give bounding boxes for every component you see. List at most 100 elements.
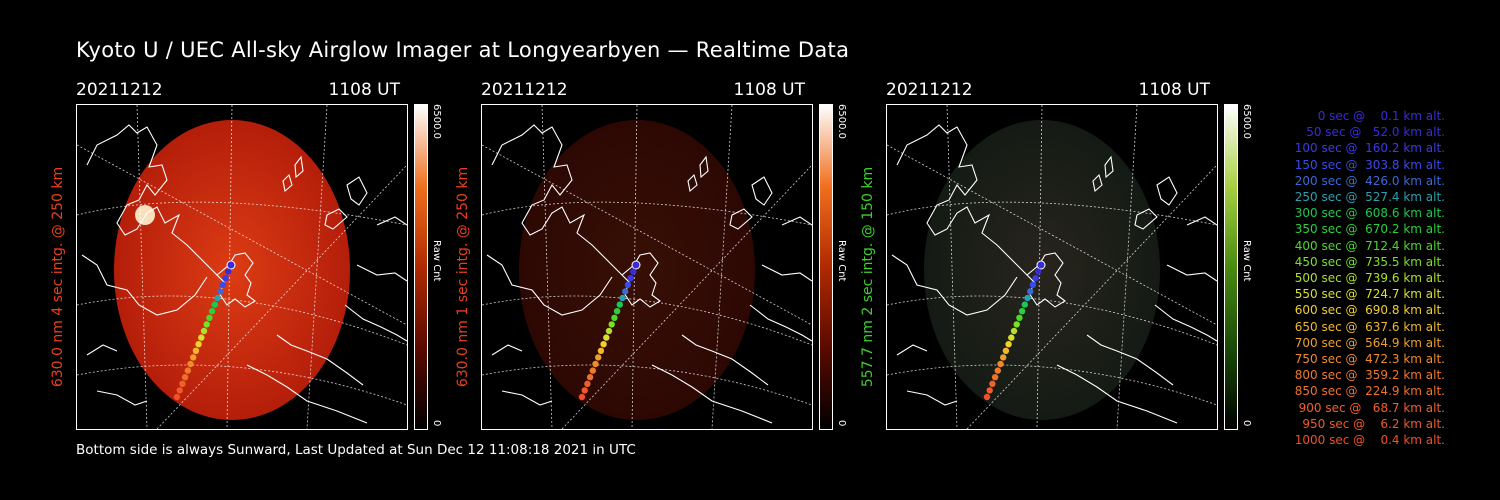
trajectory-point (624, 281, 632, 288)
colorbar-max: 6500.0 (836, 104, 847, 139)
trajectory-point (983, 393, 991, 401)
colorbar (1224, 104, 1238, 430)
legend-row: 0 sec @ 0.1 km alt. (1317, 109, 1445, 123)
legend-row: 100 sec @ 160.2 km alt. (1294, 141, 1445, 156)
panel-date: 20211212 (76, 80, 163, 100)
legend-row: 850 sec @ 224.9 km alt. (1294, 384, 1445, 399)
trajectory-point (198, 334, 205, 341)
footer-note: Bottom side is always Sunward, Last Upda… (76, 442, 636, 458)
panel-557nm-2sec: 20211212 1108 UT 557.7 nm 2 sec intg. @ … (860, 80, 1286, 440)
trajectory-point (1000, 354, 1007, 361)
legend-row: 300 sec @ 608.6 km alt. (1294, 206, 1445, 221)
legend-row: 650 sec @ 637.6 km alt. (1294, 319, 1445, 334)
trajectory-point (997, 360, 1004, 368)
trajectory-point (1002, 347, 1010, 354)
trajectory-point (1036, 260, 1046, 270)
trajectory-point (214, 294, 221, 302)
coastlines (891, 124, 1217, 424)
aurora-spot (135, 205, 155, 225)
coordinate-grid (77, 105, 407, 429)
trajectory-point (200, 327, 208, 335)
trajectory-point (1032, 275, 1039, 282)
trajectory-point (1016, 314, 1023, 321)
trajectory-point (613, 308, 621, 315)
trajectory-point (219, 281, 227, 288)
panel-630nm-4sec: 20211212 1108 UT 630.0 nm 4 sec intg. @ … (50, 80, 476, 440)
colorbar (414, 104, 428, 430)
legend-row: 50 sec @ 52.0 km alt. (1306, 125, 1445, 140)
legend-row: 900 sec @ 68.7 km alt. (1298, 400, 1445, 415)
trajectory-point (1010, 327, 1018, 335)
coastlines (81, 124, 407, 424)
legend-row: 200 sec @ 426.0 km alt. (1294, 173, 1445, 188)
panel-630nm-1sec: 20211212 1108 UT 630.0 nm 1 sec intg. @ … (455, 80, 881, 440)
legend-row: 400 sec @ 712.4 km alt. (1294, 238, 1445, 253)
trajectory-point (1029, 281, 1037, 288)
coordinate-grid (887, 105, 1217, 429)
colorbar-label: Raw Cnt (836, 240, 847, 282)
legend-row: 1000 sec @ 0.4 km alt. (1294, 433, 1445, 448)
coordinate-grid (482, 105, 812, 429)
trajectory-point (173, 393, 181, 401)
trajectory-point (605, 327, 613, 335)
trajectory-point (619, 294, 626, 302)
trajectory-point (622, 288, 629, 295)
trajectory-point (1024, 294, 1031, 302)
trajectory-point (597, 347, 605, 354)
trajectory-point (1013, 321, 1020, 328)
trajectory (173, 260, 236, 401)
trajectory-point (181, 374, 189, 381)
trajectory-point (1035, 268, 1042, 275)
trajectory-point (226, 260, 236, 270)
colorbar-label: Raw Cnt (431, 240, 442, 282)
trajectory-point (203, 321, 210, 328)
page-title: Kyoto U / UEC All-sky Airglow Imager at … (76, 38, 850, 62)
trajectory-point (989, 380, 996, 387)
trajectory-point (1027, 288, 1034, 295)
trajectory-point (631, 260, 641, 270)
panel-time: 1108 UT (1138, 80, 1211, 100)
allsky-image (481, 104, 813, 430)
legend-row: 450 sec @ 735.5 km alt. (1294, 254, 1445, 269)
trajectory-point (217, 288, 224, 295)
legend-row: 950 sec @ 6.2 km alt. (1302, 416, 1445, 431)
trajectory-point (627, 275, 634, 282)
panel-side-label: 630.0 nm 4 sec intg. @ 250 km (50, 166, 66, 388)
panel-time: 1108 UT (733, 80, 806, 100)
trajectory-point (1021, 301, 1028, 308)
coastlines (486, 124, 812, 424)
trajectory-point (603, 334, 610, 341)
panel-date: 20211212 (481, 80, 568, 100)
trajectory-point (584, 380, 591, 387)
allsky-image (76, 104, 408, 430)
colorbar-max: 6500.0 (431, 104, 442, 139)
trajectory (983, 260, 1046, 401)
trajectory-point (630, 268, 637, 275)
trajectory-point (222, 275, 229, 282)
legend-row: 750 sec @ 472.3 km alt. (1294, 352, 1445, 367)
allsky-image (886, 104, 1218, 430)
trajectory-point (206, 314, 213, 321)
trajectory-point (1005, 341, 1012, 348)
trajectory-point (1018, 308, 1026, 315)
legend-row: 150 sec @ 303.8 km alt. (1294, 157, 1445, 172)
colorbar-min: 0 (836, 420, 847, 427)
trajectory-point (187, 360, 194, 368)
trajectory-point (600, 341, 607, 348)
trajectory-point (192, 347, 200, 354)
trajectory-point (195, 341, 202, 348)
colorbar-min: 0 (431, 420, 442, 427)
trajectory (578, 260, 641, 401)
legend-row: 550 sec @ 724.7 km alt. (1294, 287, 1445, 302)
trajectory-point (225, 268, 232, 275)
trajectory-point (608, 321, 615, 328)
trajectory-point (184, 367, 191, 374)
trajectory-point (176, 387, 183, 394)
trajectory-point (208, 308, 216, 315)
trajectory-point (586, 374, 594, 381)
legend-row: 250 sec @ 527.4 km alt. (1294, 190, 1445, 205)
legend-row: 500 sec @ 739.6 km alt. (1294, 271, 1445, 286)
trajectory-point (589, 367, 596, 374)
trajectory-point (595, 354, 602, 361)
trajectory-point (991, 374, 999, 381)
